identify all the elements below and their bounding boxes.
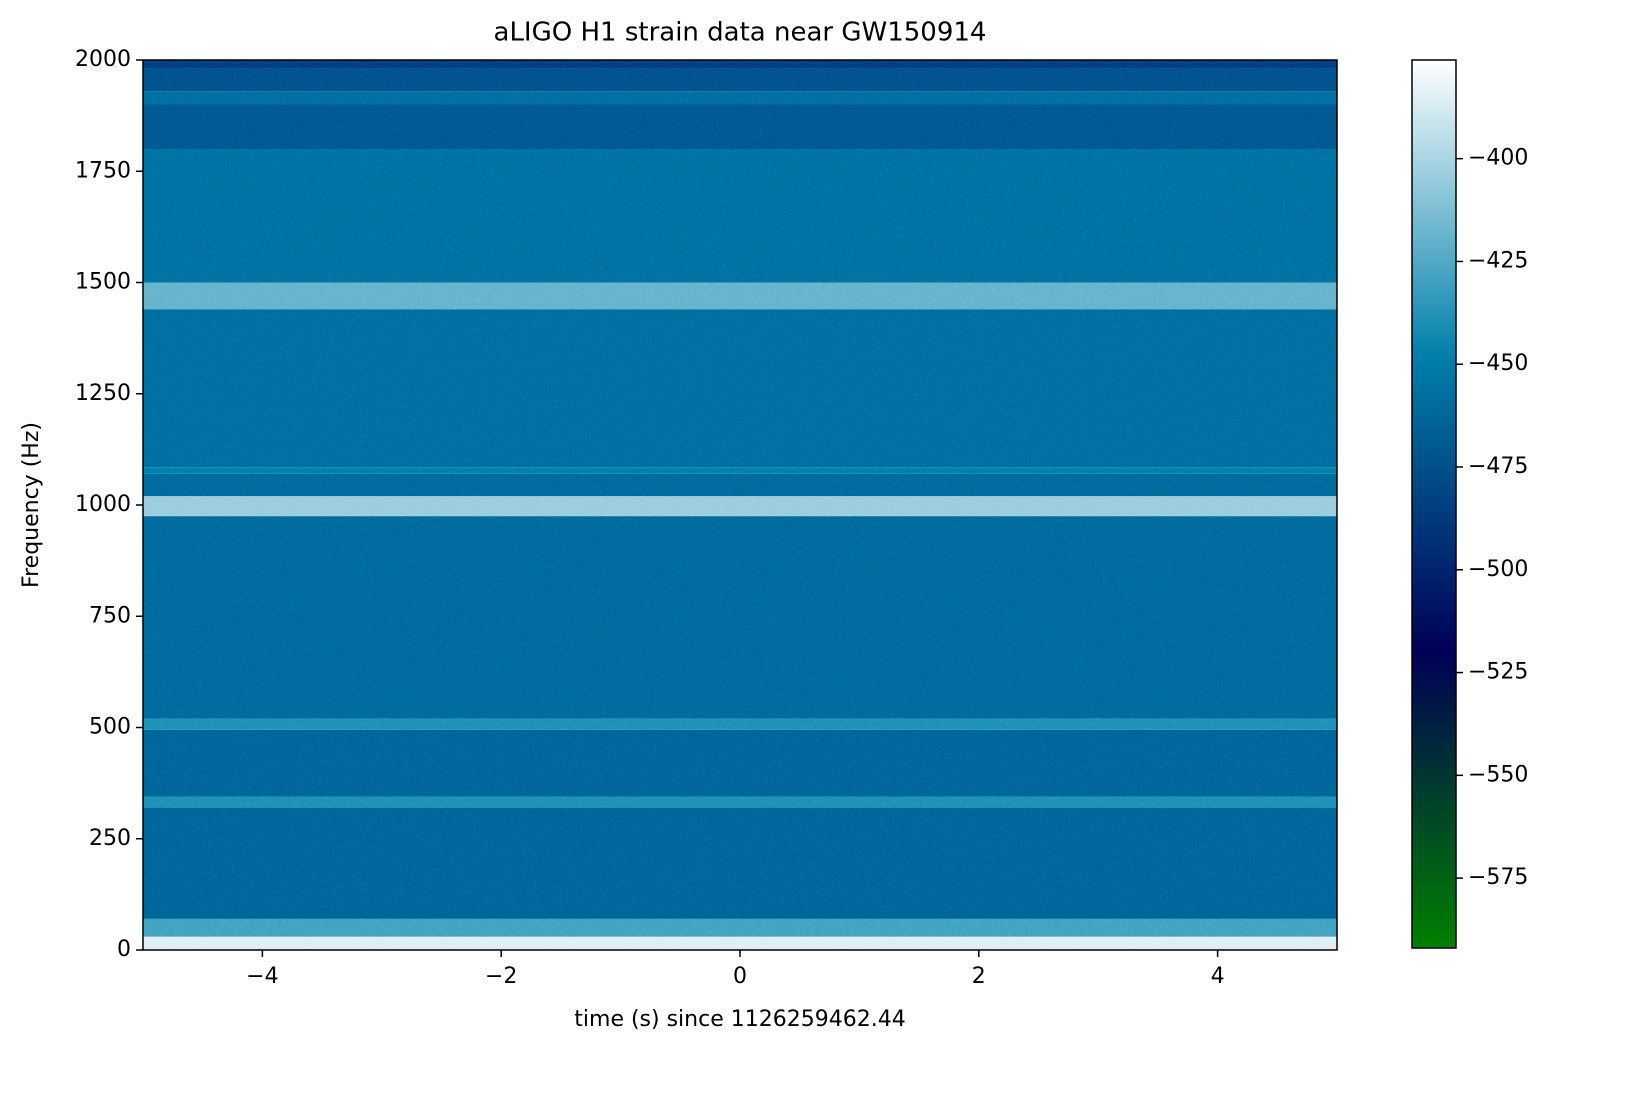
colorbar-tick-label: −525 xyxy=(1468,660,1528,685)
colorbar-tick-label: −575 xyxy=(1468,865,1528,890)
x-tick-label: −4 xyxy=(246,964,278,989)
colorbar-tick-label: −550 xyxy=(1468,762,1528,787)
y-tick-label: 1000 xyxy=(75,492,131,517)
x-tick-label: 2 xyxy=(972,964,986,989)
colorbar xyxy=(1411,59,1457,949)
y-tick-label: 1500 xyxy=(75,270,131,295)
y-tick-label: 250 xyxy=(89,826,131,851)
x-tick-label: 0 xyxy=(733,964,747,989)
y-tick-label: 500 xyxy=(89,715,131,740)
colorbar-tick-label: −450 xyxy=(1468,351,1528,376)
y-tick-label: 1750 xyxy=(75,158,131,183)
colorbar-tick-label: −500 xyxy=(1468,557,1528,582)
y-tick-label: 750 xyxy=(89,603,131,628)
chart-title: aLIGO H1 strain data near GW150914 xyxy=(494,18,987,48)
colorbar-tick-label: −400 xyxy=(1468,146,1528,171)
colorbar-tick-label: −475 xyxy=(1468,454,1528,479)
colorbar-tick-label: −425 xyxy=(1468,248,1528,273)
x-tick-label: −2 xyxy=(485,964,517,989)
y-axis-label: Frequency (Hz) xyxy=(19,422,44,588)
y-tick-label: 2000 xyxy=(75,47,131,72)
y-tick-label: 0 xyxy=(117,937,131,962)
plot-area xyxy=(143,60,1337,950)
y-tick-label: 1250 xyxy=(75,381,131,406)
noise-texture xyxy=(143,60,1337,950)
x-axis-label: time (s) since 1126259462.44 xyxy=(574,1007,905,1032)
x-tick-label: 4 xyxy=(1211,964,1225,989)
